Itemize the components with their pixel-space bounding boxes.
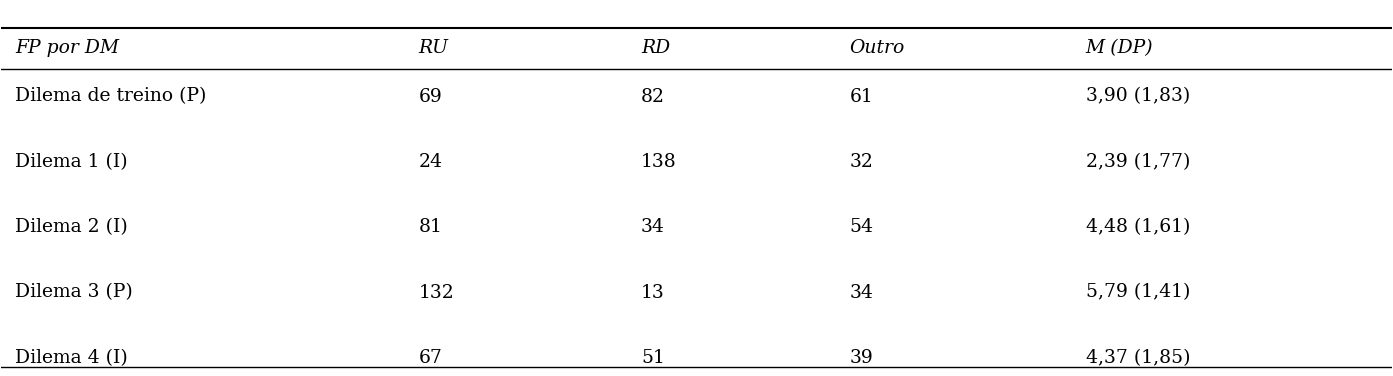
Text: Dilema 4 (I): Dilema 4 (I) [15,349,128,367]
Text: 132: 132 [418,284,454,302]
Text: 54: 54 [850,218,873,236]
Text: 138: 138 [641,153,677,171]
Text: Outro: Outro [850,39,904,57]
Text: 4,37 (1,85): 4,37 (1,85) [1085,349,1190,367]
Text: 24: 24 [418,153,443,171]
Text: M (DP): M (DP) [1085,39,1153,57]
Text: FP por DM: FP por DM [15,39,120,57]
Text: 82: 82 [641,88,664,106]
Text: 4,48 (1,61): 4,48 (1,61) [1085,218,1190,236]
Text: 13: 13 [641,284,664,302]
Text: Dilema de treino (P): Dilema de treino (P) [15,88,206,106]
Text: Dilema 3 (P): Dilema 3 (P) [15,284,134,302]
Text: 67: 67 [418,349,443,367]
Text: 69: 69 [418,88,442,106]
Text: 32: 32 [850,153,873,171]
Text: 2,39 (1,77): 2,39 (1,77) [1085,153,1190,171]
Text: 34: 34 [850,284,873,302]
Text: 51: 51 [641,349,664,367]
Text: 81: 81 [418,218,443,236]
Text: 5,79 (1,41): 5,79 (1,41) [1085,284,1190,302]
Text: Dilema 1 (I): Dilema 1 (I) [15,153,128,171]
Text: 61: 61 [850,88,873,106]
Text: 34: 34 [641,218,664,236]
Text: RD: RD [641,39,670,57]
Text: RU: RU [418,39,449,57]
Text: 39: 39 [850,349,873,367]
Text: 3,90 (1,83): 3,90 (1,83) [1085,88,1190,106]
Text: Dilema 2 (I): Dilema 2 (I) [15,218,128,236]
